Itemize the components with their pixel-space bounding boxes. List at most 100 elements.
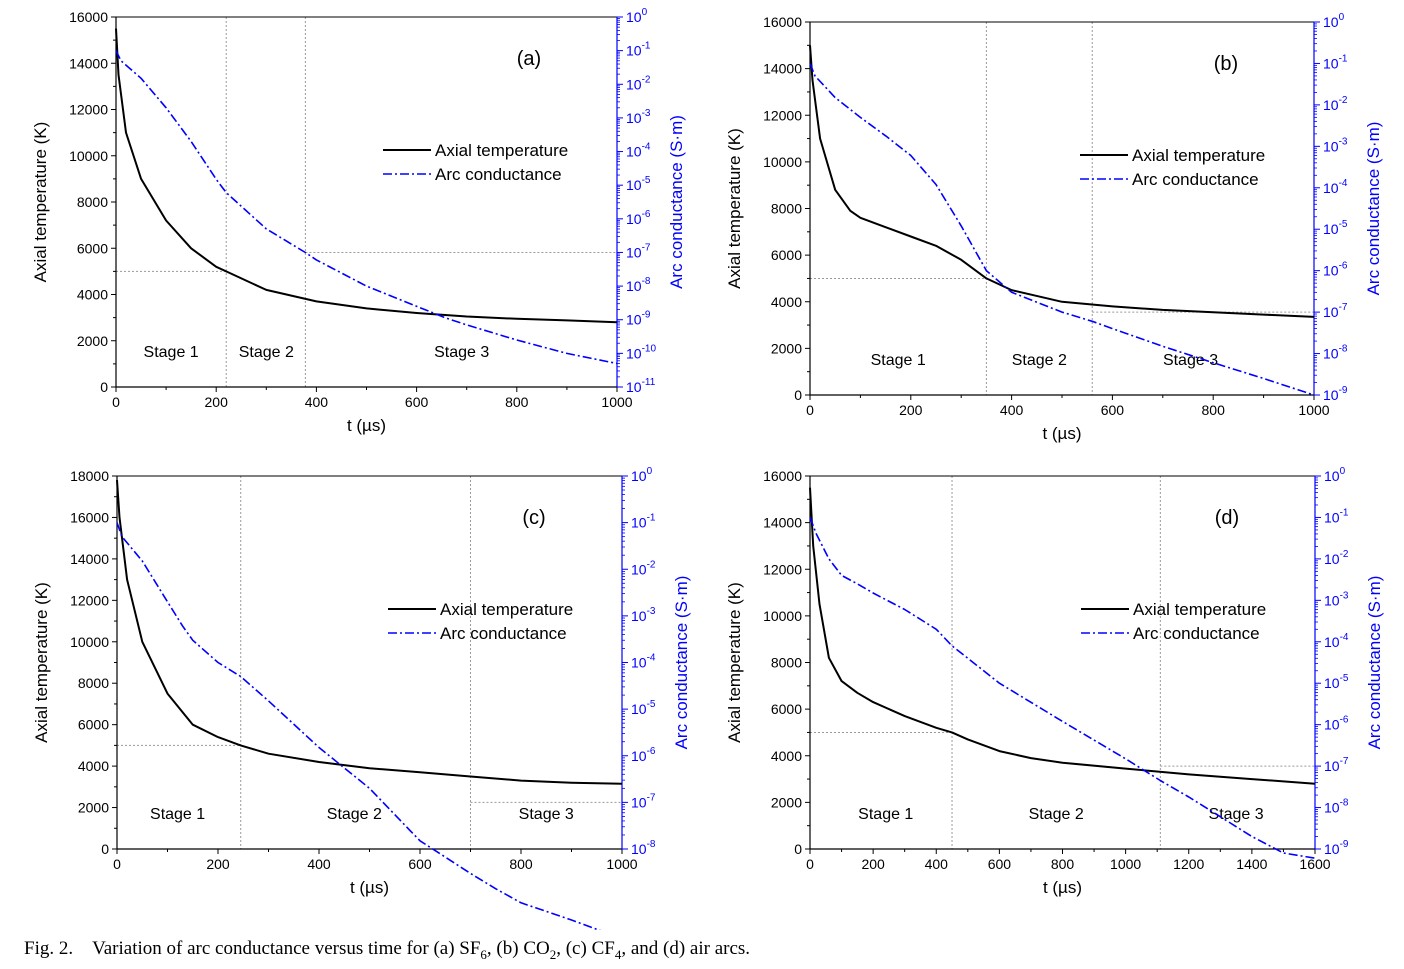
panel-b-y-tick-label: 8000	[771, 201, 802, 217]
panel-d-right-tick-label: 100	[1324, 466, 1346, 484]
panel-a-left-axis-title: Axial temperature (K)	[31, 122, 50, 283]
panel-a-panel-label: (a)	[517, 48, 541, 70]
panel-d-y-tick-label: 12000	[763, 561, 802, 577]
panel-c-y-tick-label: 10000	[70, 634, 109, 650]
panel-a-right-tick-label: 10-2	[626, 74, 651, 92]
panel-d-panel-label: (d)	[1215, 507, 1239, 529]
panel-b-y-tick-label: 10000	[763, 154, 802, 170]
panel-a-x-tick-label: 0	[112, 394, 120, 410]
panel-a-right-tick-label: 10-9	[626, 310, 651, 328]
panel-d-left-axis-title: Axial temperature (K)	[725, 582, 744, 743]
panel-c-x-tick-label: 200	[206, 856, 230, 872]
panel-d-right-tick-label: 10-8	[1324, 798, 1349, 816]
panel-b-stage-label-2: Stage 2	[1012, 352, 1067, 369]
panel-a-y-tick-label: 6000	[77, 240, 108, 256]
panel-b-x-axis-title: t (µs)	[1042, 424, 1081, 443]
panel-d: 0 200 400 600 800 1000 1200 1400 160002000400060…	[725, 466, 1384, 897]
panel-c-right-axis-title: Arc conductance (S·m)	[672, 576, 691, 750]
panel-d-stage-label-2: Stage 2	[1029, 806, 1084, 823]
panel-c-x-axis-title: t (µs)	[350, 878, 389, 897]
panel-a-y-tick-label: 0	[100, 379, 108, 395]
panel-d-right-tick-label: 10-4	[1324, 632, 1349, 650]
panel-d-right-axis-title: Arc conductance (S·m)	[1365, 576, 1384, 750]
panel-d-y-tick-label: 2000	[771, 794, 802, 810]
panel-c-y-tick-label: 16000	[70, 509, 109, 525]
panel-b-stage-label-3: Stage 3	[1163, 352, 1218, 369]
panel-c-right-tick-label: 10-8	[631, 839, 656, 857]
panel-d-x-axis-title: t (µs)	[1043, 878, 1082, 897]
panel-b-right-tick-label: 10-3	[1323, 136, 1348, 154]
panel-b-temperature-line	[809, 45, 1315, 318]
panel-c: 0 200 400 600 800 100002000400060008000100001…	[32, 466, 691, 930]
panel-d-legend-label-2: Arc conductance	[1133, 624, 1260, 643]
panel-c-x-tick-label: 800	[509, 856, 533, 872]
panel-c-x-tick-label: 600	[408, 856, 432, 872]
panel-a-stage-label-3: Stage 3	[434, 344, 489, 361]
figure-caption: Fig. 2. Variation of arc conductance ver…	[24, 938, 750, 963]
caption-text-2: , (b) CO	[486, 938, 550, 959]
panel-c-x-tick-label: 0	[113, 856, 121, 872]
panel-b-x-tick-label: 1000	[1298, 402, 1329, 418]
panel-c-panel-label: (c)	[522, 507, 545, 529]
panel-a-right-tick-label: 10-11	[626, 377, 656, 395]
figure: 0 200 400 600 800 100002000400060008000100001…	[31, 7, 1384, 930]
panel-b-right-axis-title: Arc conductance (S·m)	[1364, 122, 1383, 296]
panel-a-right-tick-label: 10-6	[626, 209, 651, 227]
panel-c-right-tick-label: 10-4	[631, 653, 656, 671]
panel-b-x-tick-label: 200	[899, 402, 923, 418]
panel-a: 0 200 400 600 800 100002000400060008000100001…	[31, 7, 686, 435]
panel-a-temperature-line	[115, 28, 618, 324]
panel-a-x-tick-label: 600	[405, 394, 429, 410]
caption-sub-1: 6	[480, 946, 487, 962]
panel-b-right-tick-label: 10-9	[1323, 385, 1348, 403]
panel-b-right-tick-label: 10-8	[1323, 344, 1348, 362]
panel-d-conductance-line	[809, 517, 1316, 859]
panel-d-x-tick-label: 1000	[1110, 856, 1141, 872]
panel-d-right-tick-label: 10-6	[1324, 715, 1349, 733]
panel-c-legend-label-1: Axial temperature	[440, 600, 573, 619]
panel-c-x-tick-label: 400	[307, 856, 331, 872]
panel-b-legend-label-1: Axial temperature	[1132, 146, 1265, 165]
panel-c-temperature-line	[116, 480, 623, 785]
panel-d-stage-label-3: Stage 3	[1209, 806, 1264, 823]
panel-d-x-tick-label: 1200	[1173, 856, 1204, 872]
panel-d-y-tick-label: 10000	[763, 608, 802, 624]
caption-sub-3: 4	[614, 946, 622, 962]
panel-b-x-tick-label: 600	[1101, 402, 1125, 418]
panel-b-conductance-line	[809, 63, 1315, 396]
panel-d-x-tick-label: 200	[861, 856, 885, 872]
panel-a-legend-label-2: Arc conductance	[435, 165, 562, 184]
panel-d-right-tick-label: 10-2	[1324, 549, 1349, 567]
panel-c-stage-label-3: Stage 3	[519, 806, 574, 823]
caption-text-4: , and (d) air arcs.	[621, 938, 751, 959]
panel-d-right-tick-label: 10-9	[1324, 839, 1349, 857]
panel-c-right-tick-label: 10-6	[631, 746, 656, 764]
panel-d-x-tick-label: 600	[988, 856, 1012, 872]
panel-c-stage-label-2: Stage 2	[327, 806, 382, 823]
panel-c-conductance-line	[116, 522, 601, 930]
panel-b-y-tick-label: 12000	[763, 107, 802, 123]
panel-a-x-tick-label: 800	[505, 394, 529, 410]
panel-d-legend-label-1: Axial temperature	[1133, 600, 1266, 619]
panel-c-y-tick-label: 8000	[78, 675, 109, 691]
panel-c-y-tick-label: 4000	[78, 758, 109, 774]
panel-c-y-tick-label: 6000	[78, 717, 109, 733]
panel-a-y-tick-label: 8000	[77, 194, 108, 210]
panel-a-right-tick-label: 10-7	[626, 242, 651, 260]
panel-a-right-tick-label: 10-8	[626, 276, 651, 294]
panel-b-y-tick-label: 4000	[771, 294, 802, 310]
panel-c-right-tick-label: 10-7	[631, 792, 656, 810]
panel-b-y-tick-label: 6000	[771, 247, 802, 263]
panel-c-right-tick-label: 10-1	[631, 513, 656, 531]
panel-c-right-tick-label: 10-2	[631, 559, 656, 577]
panel-a-y-tick-label: 2000	[77, 333, 108, 349]
caption-label: Fig. 2.	[24, 938, 74, 959]
panel-d-y-tick-label: 16000	[763, 468, 802, 484]
panel-c-y-tick-label: 2000	[78, 800, 109, 816]
panel-d-temperature-line	[809, 487, 1316, 785]
panel-a-x-tick-label: 400	[305, 394, 329, 410]
panel-d-y-tick-label: 4000	[771, 748, 802, 764]
panel-a-right-tick-label: 10-4	[626, 142, 651, 160]
panel-a-right-axis-title: Arc conductance (S·m)	[667, 115, 686, 289]
panel-c-y-tick-label: 12000	[70, 592, 109, 608]
